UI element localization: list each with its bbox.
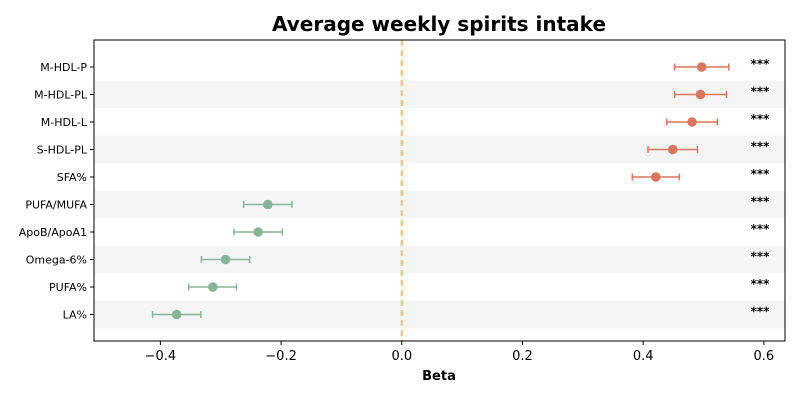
plot-frame (93, 39, 786, 342)
y-tick-label: ApoB/ApoA1 (19, 226, 87, 239)
y-axis-ticks: M-HDL-P M-HDL-PL M-HDL-L S-HDL-PL SFA% PUFA/M… (19, 61, 94, 322)
x-axis-label: Beta (422, 369, 456, 384)
y-tick-label: Omega-6% (26, 254, 87, 267)
point-m-hdl-l (687, 117, 697, 127)
significance-label: *** (751, 250, 771, 264)
point-pufa- (208, 282, 218, 292)
y-tick-label: SFA% (57, 171, 87, 184)
data-points (171, 62, 707, 320)
y-tick-label: M-HDL-L (41, 116, 88, 129)
y-tick-label: S-HDL-PL (37, 144, 88, 157)
x-tick-label: 0.6 (754, 349, 775, 364)
point-apob-apoa1 (253, 227, 263, 237)
point-sfa- (651, 172, 661, 182)
x-tick-label: 0.4 (633, 349, 654, 364)
x-tick-label: 0.2 (512, 349, 533, 364)
significance-label: *** (751, 167, 771, 181)
significance-label: *** (751, 57, 771, 71)
x-tick-label: 0.0 (391, 349, 412, 364)
point-la- (171, 309, 182, 320)
row-stripe (94, 190, 785, 219)
x-tick-label: −0.2 (265, 349, 297, 364)
y-tick-label: M-HDL-P (40, 61, 87, 74)
significance-label: *** (751, 140, 771, 154)
significance-label: *** (751, 112, 771, 126)
significance-label: *** (751, 85, 771, 99)
row-stripe (94, 300, 785, 329)
point-pufa-mufa (263, 199, 273, 210)
point-s-hdl-pl (667, 144, 678, 155)
significance-label: *** (751, 222, 771, 236)
significance-label: *** (751, 195, 771, 209)
row-stripes (94, 80, 785, 329)
y-tick-label: PUFA/MUFA (25, 199, 87, 212)
x-tick-label: −0.4 (145, 349, 177, 364)
row-stripe (94, 80, 785, 109)
significance-labels: *** *** *** *** *** *** *** *** *** *** (751, 57, 771, 319)
y-tick-label: LA% (63, 309, 87, 322)
significance-label: *** (751, 305, 771, 319)
point-m-hdl-pl (695, 89, 706, 100)
chart-title: Average weekly spirits intake (272, 12, 606, 36)
significance-label: *** (751, 277, 771, 291)
x-axis-ticks: −0.4 −0.2 0.0 0.2 0.4 0.6 (145, 341, 775, 364)
y-tick-label: M-HDL-PL (34, 89, 88, 102)
point-omega-6- (220, 254, 231, 265)
y-tick-label: PUFA% (49, 281, 87, 294)
point-m-hdl-p (696, 62, 707, 72)
row-stripe (94, 245, 785, 274)
